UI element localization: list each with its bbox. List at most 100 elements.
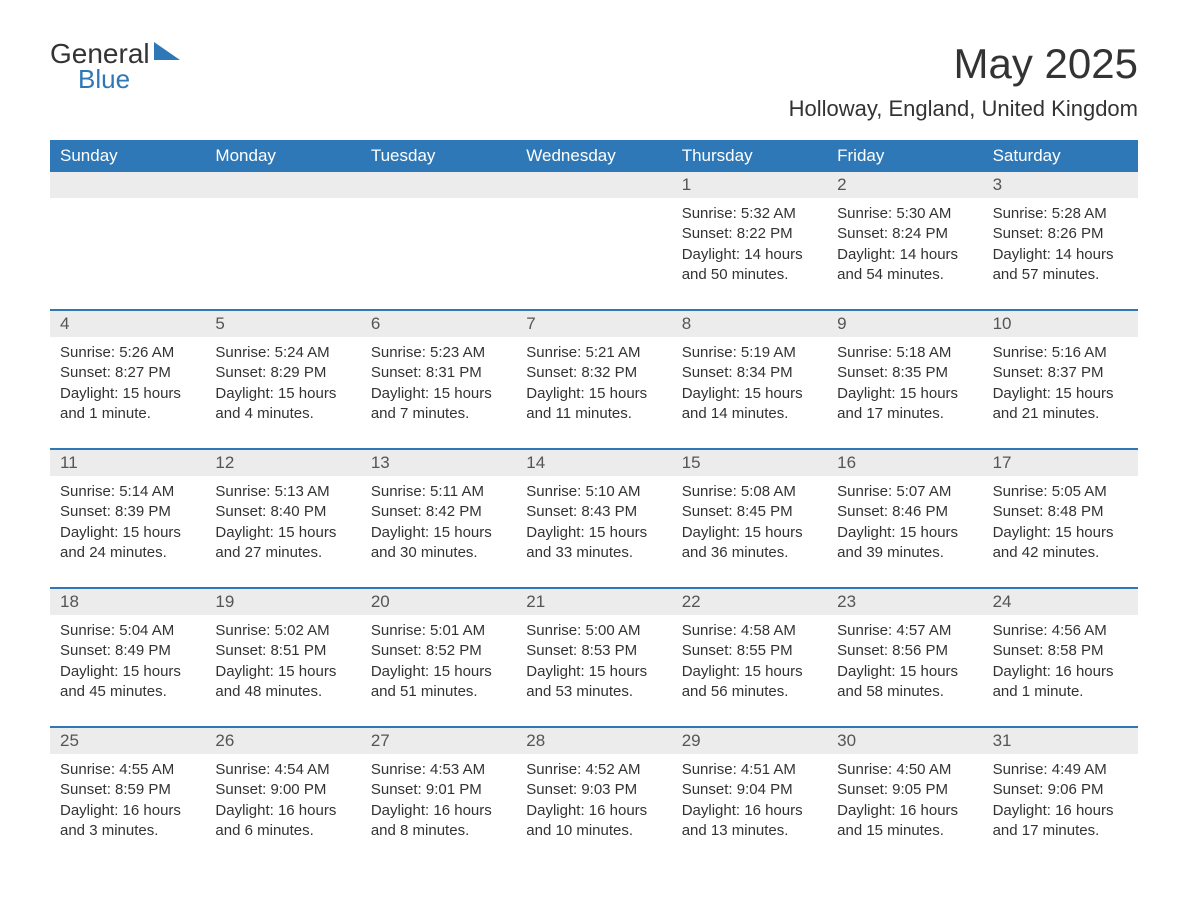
sunrise-text: Sunrise: 5:11 AM	[371, 482, 506, 502]
day-number: 22	[672, 589, 827, 615]
sunrise-text: Sunrise: 5:16 AM	[993, 343, 1128, 363]
daylight-text: Daylight: 15 hours and 24 minutes.	[60, 523, 195, 564]
day-number: 30	[827, 728, 982, 754]
day-number: 8	[672, 311, 827, 337]
day-cell: Sunrise: 5:10 AMSunset: 8:43 PMDaylight:…	[516, 476, 671, 569]
sunrise-text: Sunrise: 4:54 AM	[215, 760, 350, 780]
weekday-label: Sunday	[50, 140, 205, 172]
day-number: 21	[516, 589, 671, 615]
sunset-text: Sunset: 9:04 PM	[682, 780, 817, 800]
day-number-row: 18192021222324	[50, 589, 1138, 615]
daylight-text: Daylight: 15 hours and 4 minutes.	[215, 384, 350, 425]
sunrise-text: Sunrise: 5:13 AM	[215, 482, 350, 502]
daylight-text: Daylight: 16 hours and 10 minutes.	[526, 801, 661, 842]
sunset-text: Sunset: 8:52 PM	[371, 641, 506, 661]
day-cell: Sunrise: 4:49 AMSunset: 9:06 PMDaylight:…	[983, 754, 1138, 847]
day-number: 7	[516, 311, 671, 337]
sunset-text: Sunset: 8:31 PM	[371, 363, 506, 383]
daylight-text: Daylight: 15 hours and 51 minutes.	[371, 662, 506, 703]
daylight-text: Daylight: 16 hours and 3 minutes.	[60, 801, 195, 842]
day-number: 29	[672, 728, 827, 754]
sunrise-text: Sunrise: 4:52 AM	[526, 760, 661, 780]
day-number: 12	[205, 450, 360, 476]
sunset-text: Sunset: 8:39 PM	[60, 502, 195, 522]
location-text: Holloway, England, United Kingdom	[789, 96, 1138, 122]
day-cell: Sunrise: 5:07 AMSunset: 8:46 PMDaylight:…	[827, 476, 982, 569]
day-number-row: 45678910	[50, 311, 1138, 337]
sunrise-text: Sunrise: 5:18 AM	[837, 343, 972, 363]
day-cell: Sunrise: 5:14 AMSunset: 8:39 PMDaylight:…	[50, 476, 205, 569]
day-cell: Sunrise: 4:50 AMSunset: 9:05 PMDaylight:…	[827, 754, 982, 847]
sunset-text: Sunset: 8:29 PM	[215, 363, 350, 383]
header: General Blue May 2025 Holloway, England,…	[50, 40, 1138, 122]
daylight-text: Daylight: 15 hours and 45 minutes.	[60, 662, 195, 703]
sunset-text: Sunset: 8:56 PM	[837, 641, 972, 661]
sunrise-text: Sunrise: 5:04 AM	[60, 621, 195, 641]
sunrise-text: Sunrise: 4:55 AM	[60, 760, 195, 780]
sunrise-text: Sunrise: 5:32 AM	[682, 204, 817, 224]
day-cell: Sunrise: 4:52 AMSunset: 9:03 PMDaylight:…	[516, 754, 671, 847]
day-cell	[50, 198, 205, 291]
day-cell: Sunrise: 5:05 AMSunset: 8:48 PMDaylight:…	[983, 476, 1138, 569]
daylight-text: Daylight: 16 hours and 13 minutes.	[682, 801, 817, 842]
day-number: 31	[983, 728, 1138, 754]
daylight-text: Daylight: 15 hours and 11 minutes.	[526, 384, 661, 425]
day-number: 1	[672, 172, 827, 198]
day-number-row: 11121314151617	[50, 450, 1138, 476]
calendar-week: 18192021222324 Sunrise: 5:04 AM Sunset: 8:…	[50, 587, 1138, 708]
day-cell: Sunrise: 5:16 AMSunset: 8:37 PMDaylight:…	[983, 337, 1138, 430]
day-cell: Sunrise: 5:30 AMSunset: 8:24 PMDaylight:…	[827, 198, 982, 291]
sunset-text: Sunset: 9:06 PM	[993, 780, 1128, 800]
month-title: May 2025	[789, 40, 1138, 88]
sunrise-text: Sunrise: 5:02 AM	[215, 621, 350, 641]
day-number: 4	[50, 311, 205, 337]
sunset-text: Sunset: 8:37 PM	[993, 363, 1128, 383]
day-number	[516, 172, 671, 198]
day-number-row: 25262728293031	[50, 728, 1138, 754]
sunset-text: Sunset: 8:42 PM	[371, 502, 506, 522]
sunrise-text: Sunrise: 5:24 AM	[215, 343, 350, 363]
sunset-text: Sunset: 8:46 PM	[837, 502, 972, 522]
day-number: 14	[516, 450, 671, 476]
day-cell: Sunrise: 5:24 AMSunset: 8:29 PMDaylight:…	[205, 337, 360, 430]
day-number: 23	[827, 589, 982, 615]
day-number: 16	[827, 450, 982, 476]
day-number: 25	[50, 728, 205, 754]
sunset-text: Sunset: 9:01 PM	[371, 780, 506, 800]
day-number: 20	[361, 589, 516, 615]
daylight-text: Daylight: 15 hours and 39 minutes.	[837, 523, 972, 564]
day-cell: Sunrise: 5:11 AMSunset: 8:42 PMDaylight:…	[361, 476, 516, 569]
weekday-label: Wednesday	[516, 140, 671, 172]
daylight-text: Daylight: 16 hours and 15 minutes.	[837, 801, 972, 842]
day-number: 27	[361, 728, 516, 754]
calendar-week: 45678910Sunrise: 5:26 AMSunset: 8:27 PMD…	[50, 309, 1138, 430]
weekday-label: Thursday	[672, 140, 827, 172]
day-cell: Sunrise: 4:51 AMSunset: 9:04 PMDaylight:…	[672, 754, 827, 847]
sunrise-text: Sunrise: 4:57 AM	[837, 621, 972, 641]
daylight-text: Daylight: 15 hours and 30 minutes.	[371, 523, 506, 564]
sunset-text: Sunset: 8:22 PM	[682, 224, 817, 244]
day-cell: Sunrise: 5:00 AMSunset: 8:53 PMDaylight:…	[516, 615, 671, 708]
day-number: 13	[361, 450, 516, 476]
day-cell: Sunrise: 5:21 AMSunset: 8:32 PMDaylight:…	[516, 337, 671, 430]
day-number: 24	[983, 589, 1138, 615]
weekday-label: Tuesday	[361, 140, 516, 172]
daylight-text: Daylight: 15 hours and 48 minutes.	[215, 662, 350, 703]
day-number	[205, 172, 360, 198]
day-cell: Sunrise: 5:28 AMSunset: 8:26 PMDaylight:…	[983, 198, 1138, 291]
day-cell	[516, 198, 671, 291]
sunrise-text: Sunrise: 5:07 AM	[837, 482, 972, 502]
sunset-text: Sunset: 8:59 PM	[60, 780, 195, 800]
day-cell: Sunrise: 5:01 AMSunset: 8:52 PMDaylight:…	[361, 615, 516, 708]
sunrise-text: Sunrise: 5:01 AM	[371, 621, 506, 641]
day-number: 15	[672, 450, 827, 476]
daylight-text: Daylight: 15 hours and 53 minutes.	[526, 662, 661, 703]
daylight-text: Daylight: 16 hours and 6 minutes.	[215, 801, 350, 842]
day-number: 28	[516, 728, 671, 754]
weekday-label: Saturday	[983, 140, 1138, 172]
sunset-text: Sunset: 8:55 PM	[682, 641, 817, 661]
sunrise-text: Sunrise: 5:05 AM	[993, 482, 1128, 502]
sunset-text: Sunset: 8:26 PM	[993, 224, 1128, 244]
day-number: 19	[205, 589, 360, 615]
daylight-text: Daylight: 16 hours and 17 minutes.	[993, 801, 1128, 842]
